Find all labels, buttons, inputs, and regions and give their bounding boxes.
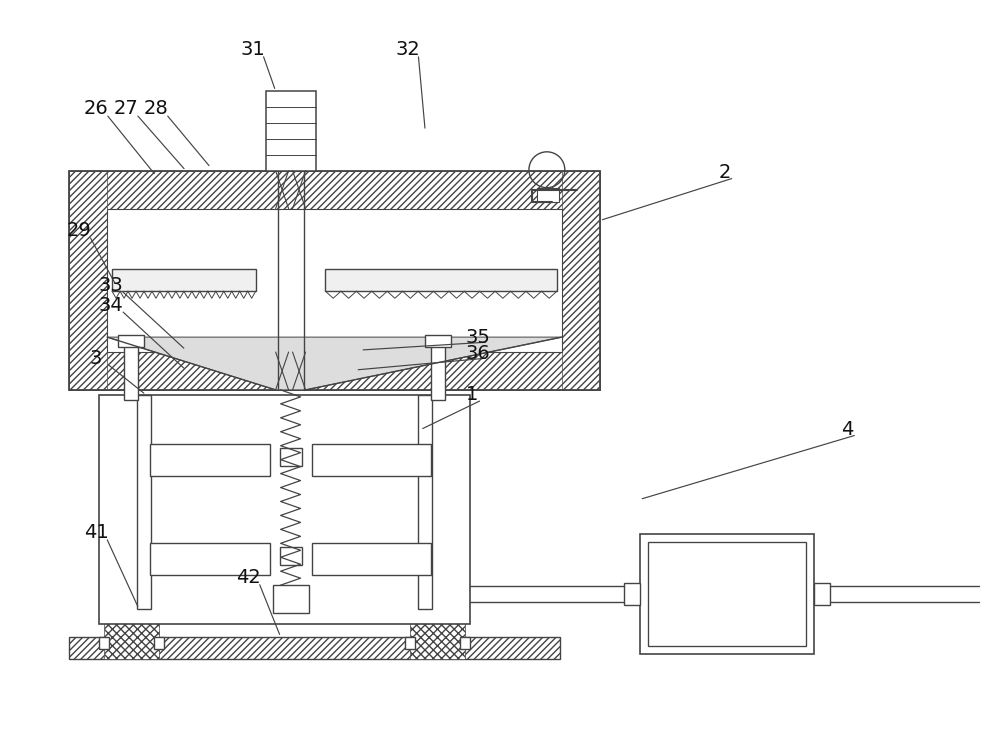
Bar xyxy=(280,447,302,466)
Bar xyxy=(280,548,302,565)
Bar xyxy=(112,269,256,291)
Bar xyxy=(273,585,309,613)
Text: 31: 31 xyxy=(240,39,265,58)
Text: 28: 28 xyxy=(144,99,168,118)
Bar xyxy=(124,345,138,400)
Bar xyxy=(431,345,445,400)
Text: 27: 27 xyxy=(114,99,138,118)
Bar xyxy=(425,335,451,347)
Bar xyxy=(537,188,559,202)
Bar xyxy=(562,171,600,390)
Bar xyxy=(312,444,431,476)
Text: 42: 42 xyxy=(236,568,261,587)
Bar xyxy=(104,615,159,659)
Bar xyxy=(99,395,470,624)
Text: 32: 32 xyxy=(396,39,421,58)
Bar xyxy=(150,543,270,575)
Bar xyxy=(69,637,560,659)
Bar xyxy=(99,637,109,649)
Text: 33: 33 xyxy=(99,276,123,295)
Bar xyxy=(118,335,144,347)
Bar xyxy=(69,637,560,659)
Text: 2: 2 xyxy=(718,163,731,182)
Text: 36: 36 xyxy=(466,344,490,363)
Bar xyxy=(69,171,107,390)
Text: 26: 26 xyxy=(84,99,108,118)
Polygon shape xyxy=(107,337,562,390)
Text: 4: 4 xyxy=(841,420,853,439)
Bar xyxy=(640,534,814,654)
Bar xyxy=(325,269,557,291)
Bar xyxy=(154,637,164,649)
Bar xyxy=(137,395,151,609)
Bar xyxy=(266,91,316,171)
Bar xyxy=(107,208,562,352)
Bar xyxy=(405,637,415,649)
Bar xyxy=(648,542,806,646)
Bar xyxy=(69,171,600,208)
Text: 35: 35 xyxy=(466,327,490,346)
Text: 29: 29 xyxy=(67,221,92,240)
Text: 3: 3 xyxy=(90,349,102,368)
Text: 41: 41 xyxy=(84,523,108,542)
Bar xyxy=(312,543,431,575)
Text: 1: 1 xyxy=(466,385,478,404)
Text: 34: 34 xyxy=(99,296,123,315)
Bar xyxy=(624,583,640,605)
Bar xyxy=(418,395,432,609)
Bar xyxy=(69,352,600,390)
Bar xyxy=(410,615,465,659)
Bar xyxy=(150,444,270,476)
Bar xyxy=(460,637,470,649)
Bar xyxy=(107,208,562,352)
Bar xyxy=(814,583,830,605)
Bar xyxy=(69,171,600,390)
